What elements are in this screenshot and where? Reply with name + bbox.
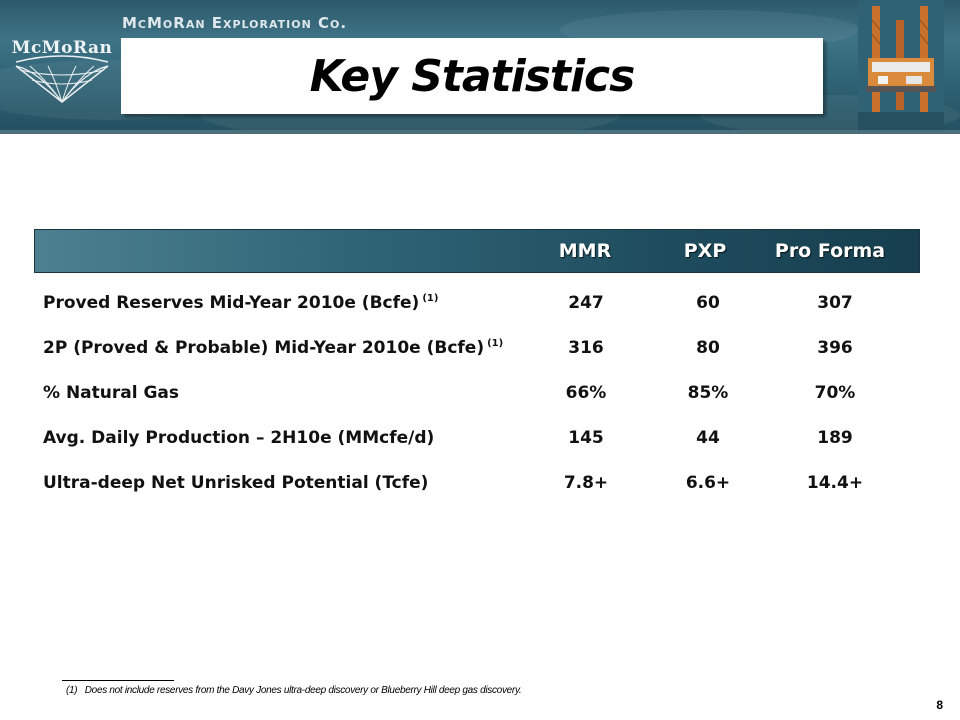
banner-divider xyxy=(0,130,960,134)
logo-text: McMoRan xyxy=(11,38,113,58)
row-label-2p-reserves: 2P (Proved & Probable) Mid-Year 2010e (B… xyxy=(43,338,503,358)
table-cell: 6.6+ xyxy=(685,473,731,493)
table-cell: 247 xyxy=(568,293,604,313)
table-cell: 60 xyxy=(696,293,720,313)
table-cell: 14.4+ xyxy=(806,473,864,493)
page-title: Key Statistics xyxy=(309,50,636,102)
table-cell: 145 xyxy=(568,428,604,448)
row-label-text: Ultra-deep Net Unrisked Potential (Tcfe) xyxy=(43,473,429,493)
offshore-rig-image xyxy=(858,0,944,130)
column-header-mmr: MMR xyxy=(558,240,612,262)
row-label-text: 2P (Proved & Probable) Mid-Year 2010e (B… xyxy=(43,338,485,358)
mcmoran-logo xyxy=(15,55,109,103)
row-label-proved-reserves: Proved Reserves Mid-Year 2010e (Bcfe) (1) xyxy=(43,293,438,313)
table-cell: 307 xyxy=(817,293,853,313)
row-label-text: % Natural Gas xyxy=(43,383,180,403)
company-name: McMoRan Exploration Co. xyxy=(122,14,348,32)
table-header-bar xyxy=(34,229,920,273)
row-label-ultra-deep-potential: Ultra-deep Net Unrisked Potential (Tcfe) xyxy=(43,473,428,493)
footnote: (1) Does not include reserves from the D… xyxy=(66,685,522,696)
table-cell: 189 xyxy=(817,428,853,448)
row-label-text: Avg. Daily Production – 2H10e (MMcfe/d) xyxy=(43,428,435,448)
table-cell: 316 xyxy=(568,338,604,358)
column-header-pxp: PXP xyxy=(683,240,727,262)
table-cell: 66% xyxy=(565,383,607,403)
footnote-marker: (1) xyxy=(487,338,504,349)
column-header-pro-forma: Pro Forma xyxy=(774,240,886,262)
footnote-divider xyxy=(62,680,174,681)
table-cell: 85% xyxy=(687,383,729,403)
title-box: Key Statistics xyxy=(121,38,823,114)
table-cell: 396 xyxy=(817,338,853,358)
row-label-daily-production: Avg. Daily Production – 2H10e (MMcfe/d) xyxy=(43,428,434,448)
footnote-marker: (1) xyxy=(66,685,78,696)
table-cell: 44 xyxy=(696,428,720,448)
footnote-marker: (1) xyxy=(422,293,439,304)
table-cell: 70% xyxy=(814,383,856,403)
page-number: 8 xyxy=(936,698,943,712)
table-cell: 80 xyxy=(696,338,720,358)
row-label-text: Proved Reserves Mid-Year 2010e (Bcfe) xyxy=(43,293,420,313)
table-cell: 7.8+ xyxy=(563,473,609,493)
row-label-natural-gas: % Natural Gas xyxy=(43,383,179,403)
footnote-text: Does not include reserves from the Davy … xyxy=(84,685,522,696)
